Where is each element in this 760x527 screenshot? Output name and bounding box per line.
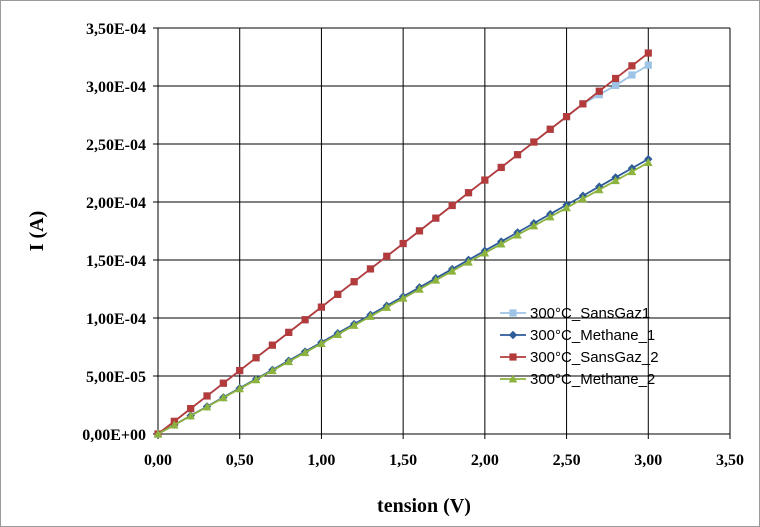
data-point-series-4 <box>643 158 653 167</box>
data-point-series-3 <box>464 189 473 197</box>
x-tick-label: 2,00 <box>471 452 499 469</box>
data-point-series-4 <box>268 366 277 375</box>
x-tick-label: 1,50 <box>389 452 417 469</box>
data-point-series-3 <box>366 265 375 273</box>
data-point-series-4 <box>186 411 195 420</box>
data-point-series-4 <box>464 257 473 266</box>
data-point-series-4 <box>431 275 441 284</box>
data-point-series-4 <box>202 402 212 411</box>
data-point-series-3 <box>334 290 342 298</box>
data-point-series-3 <box>546 125 554 133</box>
data-point-series-3 <box>579 100 587 108</box>
data-point-series-3 <box>285 328 293 336</box>
data-point-series-3 <box>350 278 358 286</box>
data-point-series-4 <box>284 357 294 366</box>
legend-marker-4 <box>508 374 518 383</box>
data-point-series-3 <box>448 201 456 210</box>
data-point-series-4 <box>382 302 392 311</box>
data-point-series-4 <box>170 420 179 429</box>
data-point-series-3 <box>432 214 440 222</box>
data-point-series-1 <box>612 81 620 90</box>
data-point-series-4 <box>611 176 620 185</box>
data-point-series-3 <box>644 49 652 57</box>
data-point-series-3 <box>301 316 309 324</box>
data-point-series-4 <box>480 248 490 257</box>
data-point-series-3 <box>612 74 620 83</box>
data-point-series-3 <box>628 62 636 70</box>
legend-label-2: 300°C_Methane_1 <box>530 327 655 344</box>
data-point-series-3 <box>481 176 489 184</box>
y-tick-label: 1,50E-04 <box>86 253 146 270</box>
y-tick-label: 2,50E-04 <box>86 137 146 154</box>
data-point-series-4 <box>594 185 604 194</box>
data-point-series-4 <box>366 311 375 320</box>
x-tick-label: 0,50 <box>226 452 254 469</box>
data-point-series-4 <box>398 293 408 302</box>
data-point-series-4 <box>251 375 261 384</box>
data-point-series-4 <box>235 384 245 393</box>
data-point-series-3 <box>219 379 227 387</box>
data-point-series-4 <box>219 393 228 402</box>
data-point-series-4 <box>529 221 539 230</box>
data-point-series-4 <box>447 266 457 275</box>
y-tick-label: 2,00E-04 <box>86 195 146 212</box>
data-point-series-4 <box>496 239 506 248</box>
x-tick-label: 3,00 <box>634 452 662 469</box>
data-point-series-4 <box>627 167 637 176</box>
data-point-series-4 <box>300 348 310 357</box>
data-point-series-3 <box>383 252 391 260</box>
legend-label-1: 300°C_SansGaz1 <box>530 305 650 322</box>
data-point-series-4 <box>333 329 343 338</box>
data-point-series-3 <box>562 113 571 121</box>
data-point-series-4 <box>153 429 163 438</box>
data-point-series-4 <box>317 339 326 348</box>
data-point-series-3 <box>252 354 260 362</box>
y-tick-label: 5,00E-05 <box>86 369 146 386</box>
data-point-series-3 <box>317 303 326 311</box>
legend-marker-1 <box>509 309 517 317</box>
y-axis-title: I (A) <box>26 211 48 252</box>
x-tick-label: 2,50 <box>553 452 581 469</box>
data-point-series-3 <box>415 227 424 235</box>
data-point-series-1 <box>628 71 636 79</box>
x-tick-label: 0,00 <box>144 452 172 469</box>
legend-marker-2 <box>508 330 518 340</box>
data-point-series-3 <box>203 392 211 400</box>
data-point-series-4 <box>562 203 571 212</box>
data-point-series-4 <box>349 320 359 329</box>
data-point-series-3 <box>497 163 505 172</box>
x-axis-title: tension (V) <box>377 495 471 517</box>
data-point-series-3 <box>513 151 522 159</box>
y-tick-label: 1,00E-04 <box>86 311 146 328</box>
data-point-series-3 <box>595 87 603 95</box>
legend-label-4: 300°C_Methane_2 <box>530 371 655 388</box>
y-tick-label: 3,00E-04 <box>86 79 146 96</box>
y-tick-label: 3,50E-04 <box>86 21 146 38</box>
data-point-series-3 <box>187 404 195 413</box>
y-tick-label: 0,00E+00 <box>82 427 146 444</box>
data-point-series-4 <box>545 212 555 221</box>
data-point-series-4 <box>578 194 588 203</box>
data-point-series-1 <box>644 61 652 69</box>
legend-label-3: 300°C_SansGaz_2 <box>530 349 659 366</box>
data-point-series-4 <box>415 284 424 293</box>
x-tick-label: 1,00 <box>307 452 335 469</box>
data-point-series-3 <box>268 341 276 349</box>
legend-marker-3 <box>509 353 517 361</box>
data-point-series-3 <box>530 138 538 146</box>
data-point-series-4 <box>513 230 522 239</box>
data-point-series-3 <box>399 239 407 248</box>
data-point-series-3 <box>236 366 244 375</box>
plot-area <box>158 28 730 434</box>
x-tick-label: 3,50 <box>716 452 744 469</box>
